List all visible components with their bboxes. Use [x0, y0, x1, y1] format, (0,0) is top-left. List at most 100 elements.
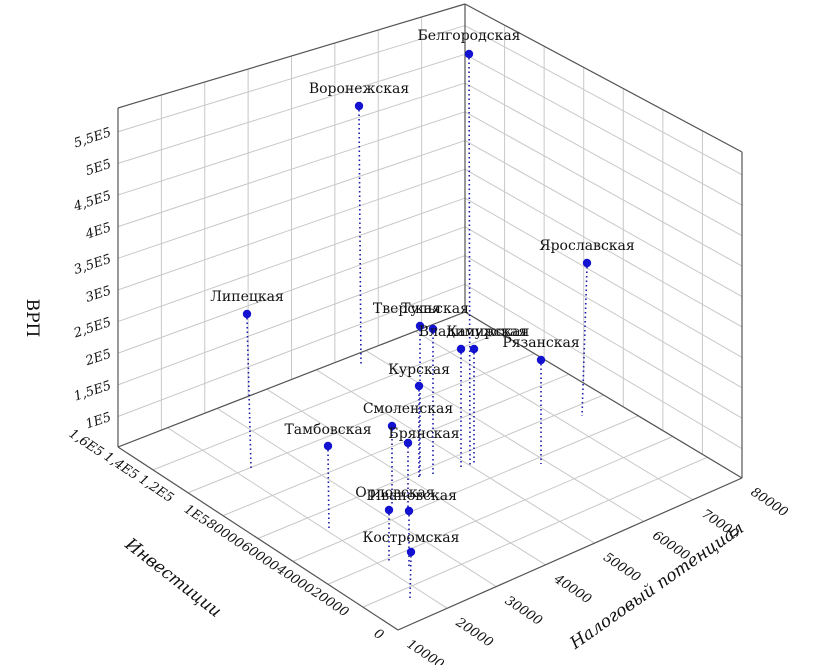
- grid-line-y: [362, 456, 708, 608]
- z-tick-label: 1,5E5: [72, 378, 113, 404]
- data-point: [242, 309, 252, 319]
- grid-line-x: [415, 330, 694, 501]
- z-tick-label: 4E5: [83, 220, 113, 243]
- grid-line-z: [464, 53, 743, 206]
- grid-line-z: [464, 82, 743, 237]
- grid-line-y: [327, 436, 673, 585]
- point-label: Белгородская: [417, 28, 520, 44]
- grid-line-x: [266, 388, 546, 566]
- point-labels: Белгородская Воронежская Ярославская Липецк…: [210, 28, 635, 546]
- point-label: Тамбовская: [284, 422, 371, 438]
- frame-edge: [397, 477, 743, 631]
- z-tick-label: 1E5: [84, 410, 113, 432]
- point-label: Ивановская: [369, 488, 457, 504]
- grid-line-y: [257, 394, 604, 539]
- data-points: [242, 49, 592, 557]
- grid-line-y: [187, 353, 535, 494]
- grid-line-z: [464, 140, 743, 297]
- drop-line: [409, 555, 412, 599]
- grid-line-z: [464, 283, 743, 450]
- y-tick-label: 1,4E5: [101, 449, 141, 483]
- point-label: Рязанская: [502, 335, 580, 351]
- point-label: Костромская: [363, 530, 460, 546]
- y-tick-label: 20000: [308, 584, 352, 620]
- point-label: Калужская: [447, 324, 530, 340]
- grid-line-y: [152, 332, 500, 471]
- data-point: [415, 321, 425, 331]
- y-tick-label: 1,2E5: [136, 472, 176, 506]
- point-label: Тверская: [373, 301, 441, 317]
- data-point: [406, 547, 416, 557]
- grid-line-z: [464, 197, 743, 358]
- y-tick-label: 80000: [203, 516, 246, 552]
- grid-line-z: [464, 168, 743, 328]
- data-point: [354, 101, 364, 111]
- z-tick-label: 5,5E5: [72, 125, 113, 151]
- z-tick-label: 5E5: [84, 157, 113, 179]
- axis-title-y: Инвестиции: [120, 534, 225, 622]
- y-tick-label: 60000: [238, 539, 281, 575]
- y-tick-label: 40000: [273, 561, 317, 597]
- data-point: [323, 441, 333, 451]
- data-point: [384, 505, 394, 515]
- drop-lines: [246, 57, 588, 599]
- grid-line-z: [464, 255, 743, 419]
- frame-edge: [117, 3, 466, 109]
- data-point: [387, 421, 397, 431]
- point-label: Тульская: [401, 301, 469, 317]
- x-tick-label: 80000: [748, 485, 791, 521]
- grid-line-x: [316, 369, 595, 544]
- chart-grid: [117, 17, 743, 631]
- frame-edge: [464, 3, 743, 153]
- data-point: [428, 324, 438, 334]
- grid-line-y: [292, 415, 639, 562]
- frame-edge: [464, 311, 743, 479]
- point-label: Орловская: [355, 485, 435, 501]
- data-point: [414, 381, 424, 391]
- data-point: [464, 49, 474, 59]
- axis-title-z: ВРП: [22, 299, 42, 338]
- drop-line: [246, 317, 252, 469]
- drop-line: [581, 266, 588, 417]
- data-point: [456, 344, 466, 354]
- grid-line-x: [216, 408, 497, 587]
- grid-line-x: [167, 427, 448, 609]
- z-tick-label: 2E5: [83, 347, 113, 370]
- y-tick-label: 0: [371, 626, 386, 643]
- drop-line: [358, 109, 362, 367]
- y-tick-label: 1,6E5: [66, 426, 106, 460]
- grid-line-y: [222, 373, 570, 517]
- drop-line: [327, 449, 330, 531]
- data-point: [536, 355, 546, 365]
- z-tick-label: 2,5E5: [71, 315, 113, 341]
- z-tick-label: 3,5E5: [72, 252, 113, 278]
- data-point: [404, 506, 414, 516]
- z-tick-label: 4,5E5: [71, 189, 113, 215]
- frame-edge: [117, 311, 466, 448]
- point-label: Ярославская: [539, 238, 635, 254]
- data-point: [403, 438, 413, 448]
- grid-line-z: [464, 111, 743, 267]
- chart-frame: [117, 3, 743, 631]
- drop-line: [468, 57, 471, 468]
- x-tick-label: 50000: [600, 550, 643, 586]
- grid-line-z: [464, 25, 743, 176]
- z-tick-label: 3E5: [84, 283, 113, 305]
- point-label: Смоленская: [363, 401, 453, 417]
- x-tick-label: 10000: [404, 637, 447, 665]
- frame-edge: [117, 446, 399, 631]
- point-label: Курская: [388, 362, 450, 378]
- point-label: Брянская: [388, 426, 459, 442]
- data-point: [469, 344, 479, 354]
- point-label: Владимирская: [419, 324, 528, 340]
- data-point: [582, 258, 592, 268]
- x-tick-label: 20000: [452, 615, 496, 651]
- point-label: Липецкая: [210, 289, 284, 305]
- point-label: Воронежская: [309, 81, 410, 97]
- x-tick-label: 30000: [502, 593, 545, 629]
- x-tick-label: 40000: [550, 571, 594, 607]
- grid-line-x: [365, 350, 644, 522]
- grid-line-z: [464, 226, 743, 389]
